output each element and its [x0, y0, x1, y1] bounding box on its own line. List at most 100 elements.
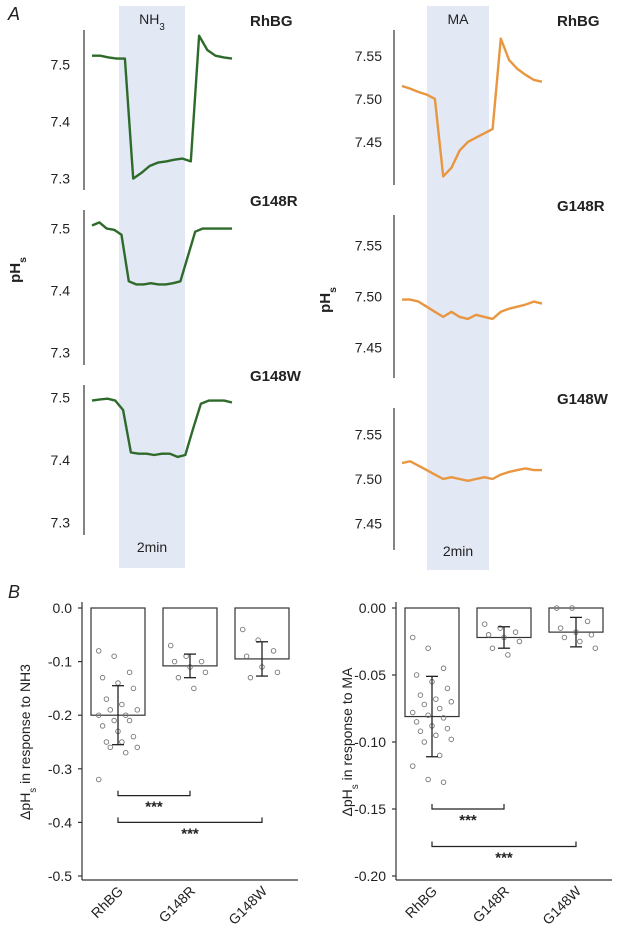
data-point	[134, 744, 141, 751]
data-point	[107, 744, 114, 751]
y-tick-label: 7.55	[355, 48, 382, 64]
timescale-label: 2min	[443, 543, 473, 559]
trace-name: G148W	[557, 391, 609, 408]
data-point	[489, 645, 496, 651]
significance-label: ***	[495, 850, 513, 867]
significance-label: ***	[459, 812, 477, 829]
trace-name: RhBG	[557, 13, 600, 30]
data-point	[417, 728, 424, 735]
trace-name: G148W	[250, 368, 302, 385]
y-tick-label: 7.45	[355, 134, 382, 150]
trace-name: G148R	[250, 193, 298, 210]
significance-label: ***	[145, 799, 163, 816]
y-axis-label: pHs	[317, 287, 339, 313]
data-point	[569, 605, 575, 611]
data-point	[577, 638, 583, 645]
y-tick-label: -0.20	[354, 868, 386, 884]
data-point	[584, 618, 591, 625]
trace-line-g148w	[401, 460, 542, 482]
data-point	[247, 674, 254, 681]
stimulus-label: MA	[448, 11, 470, 27]
y-tick-label: 7.3	[51, 515, 71, 531]
data-point	[436, 752, 443, 759]
significance-bracket	[431, 804, 505, 810]
x-tick-label: G148W	[539, 882, 584, 927]
data-point	[440, 715, 447, 721]
y-tick-label: -0.10	[354, 734, 386, 750]
data-point	[122, 712, 129, 718]
y-tick-label: 0.00	[359, 600, 386, 616]
data-point	[99, 674, 106, 681]
data-point	[409, 709, 416, 716]
panel-a-chart-1: 2min 7.5 7.4 7.3 RhBG 7.5 7.4 7.3 G148R 7.5 7.4 7.3…	[51, 6, 302, 568]
data-point	[119, 701, 125, 708]
data-point	[95, 712, 102, 718]
significance-bracket	[431, 841, 577, 848]
data-point	[119, 739, 125, 745]
y-tick-label: 7.50	[355, 471, 382, 487]
data-point	[255, 637, 261, 643]
trace-line-g148r	[91, 221, 232, 286]
data-point	[130, 685, 137, 692]
y-tick-label: 7.5	[51, 221, 71, 237]
data-point	[103, 696, 110, 702]
panel-b-chart-1: 0.0 -0.1 -0.2 -0.3 -0.4 -0.5 RhBG G148R G148W ***…	[48, 600, 298, 928]
y-tick-label: 7.3	[51, 345, 71, 361]
y-tick-label: -0.15	[354, 801, 386, 817]
data-point	[198, 658, 205, 665]
data-point	[413, 719, 420, 725]
trace-line-rhbg	[92, 34, 233, 180]
y-tick-label: 0.0	[53, 600, 73, 616]
significance-label: ***	[181, 825, 199, 842]
y-tick-label: 7.45	[355, 515, 382, 531]
data-point	[497, 625, 503, 631]
y-tick-label: 7.45	[355, 339, 382, 355]
data-point	[436, 705, 443, 712]
data-point	[516, 638, 523, 645]
panel-b-chart-2: 0.00 -0.05 -0.10 -0.15 -0.20 RhBG G148R G148W **…	[354, 600, 612, 928]
data-point	[425, 776, 431, 783]
y-tick-label: -0.05	[354, 667, 386, 683]
trace-line-g148r	[402, 298, 543, 321]
data-point	[417, 692, 424, 698]
y-tick-label: 7.4	[51, 113, 71, 129]
y-tick-label: 7.5	[51, 56, 71, 72]
stimulus-shade	[119, 6, 185, 568]
data-point	[99, 723, 106, 729]
x-tick-label: G148R	[155, 883, 198, 926]
data-point	[167, 642, 174, 649]
data-point	[270, 648, 277, 654]
data-point	[95, 648, 102, 654]
y-tick-label: -0.3	[48, 761, 72, 777]
data-point	[243, 653, 250, 659]
data-point	[485, 632, 492, 638]
x-tick-label: G148R	[469, 883, 512, 926]
data-point	[122, 749, 129, 756]
data-point	[440, 665, 447, 672]
y-tick-label: -0.1	[48, 654, 72, 670]
panel-b-label: B	[8, 582, 20, 602]
data-point	[409, 634, 416, 641]
data-point	[171, 658, 178, 665]
data-point	[134, 707, 141, 713]
y-tick-label: -0.4	[48, 814, 72, 830]
data-point	[448, 699, 455, 705]
x-tick-label: G148W	[225, 882, 270, 927]
significance-bracket	[117, 817, 263, 823]
data-point	[421, 701, 428, 708]
y-axis-label: pHs	[7, 257, 29, 283]
data-point	[202, 669, 209, 676]
data-point	[130, 733, 137, 740]
x-tick-label: RhBG	[88, 883, 126, 921]
data-point	[191, 685, 197, 692]
data-point	[481, 621, 488, 627]
data-point	[553, 605, 560, 611]
data-point	[425, 645, 431, 651]
data-point	[433, 732, 439, 739]
y-tick-label: 7.5	[51, 390, 71, 406]
stimulus-shade	[427, 6, 489, 570]
panel-a-chart-2: 2min 7.55 7.50 7.45 RhBG 7.55 7.50 7.45 G148R 7.5…	[355, 6, 609, 570]
y-tick-label: -0.5	[48, 868, 72, 884]
data-point	[409, 763, 416, 769]
